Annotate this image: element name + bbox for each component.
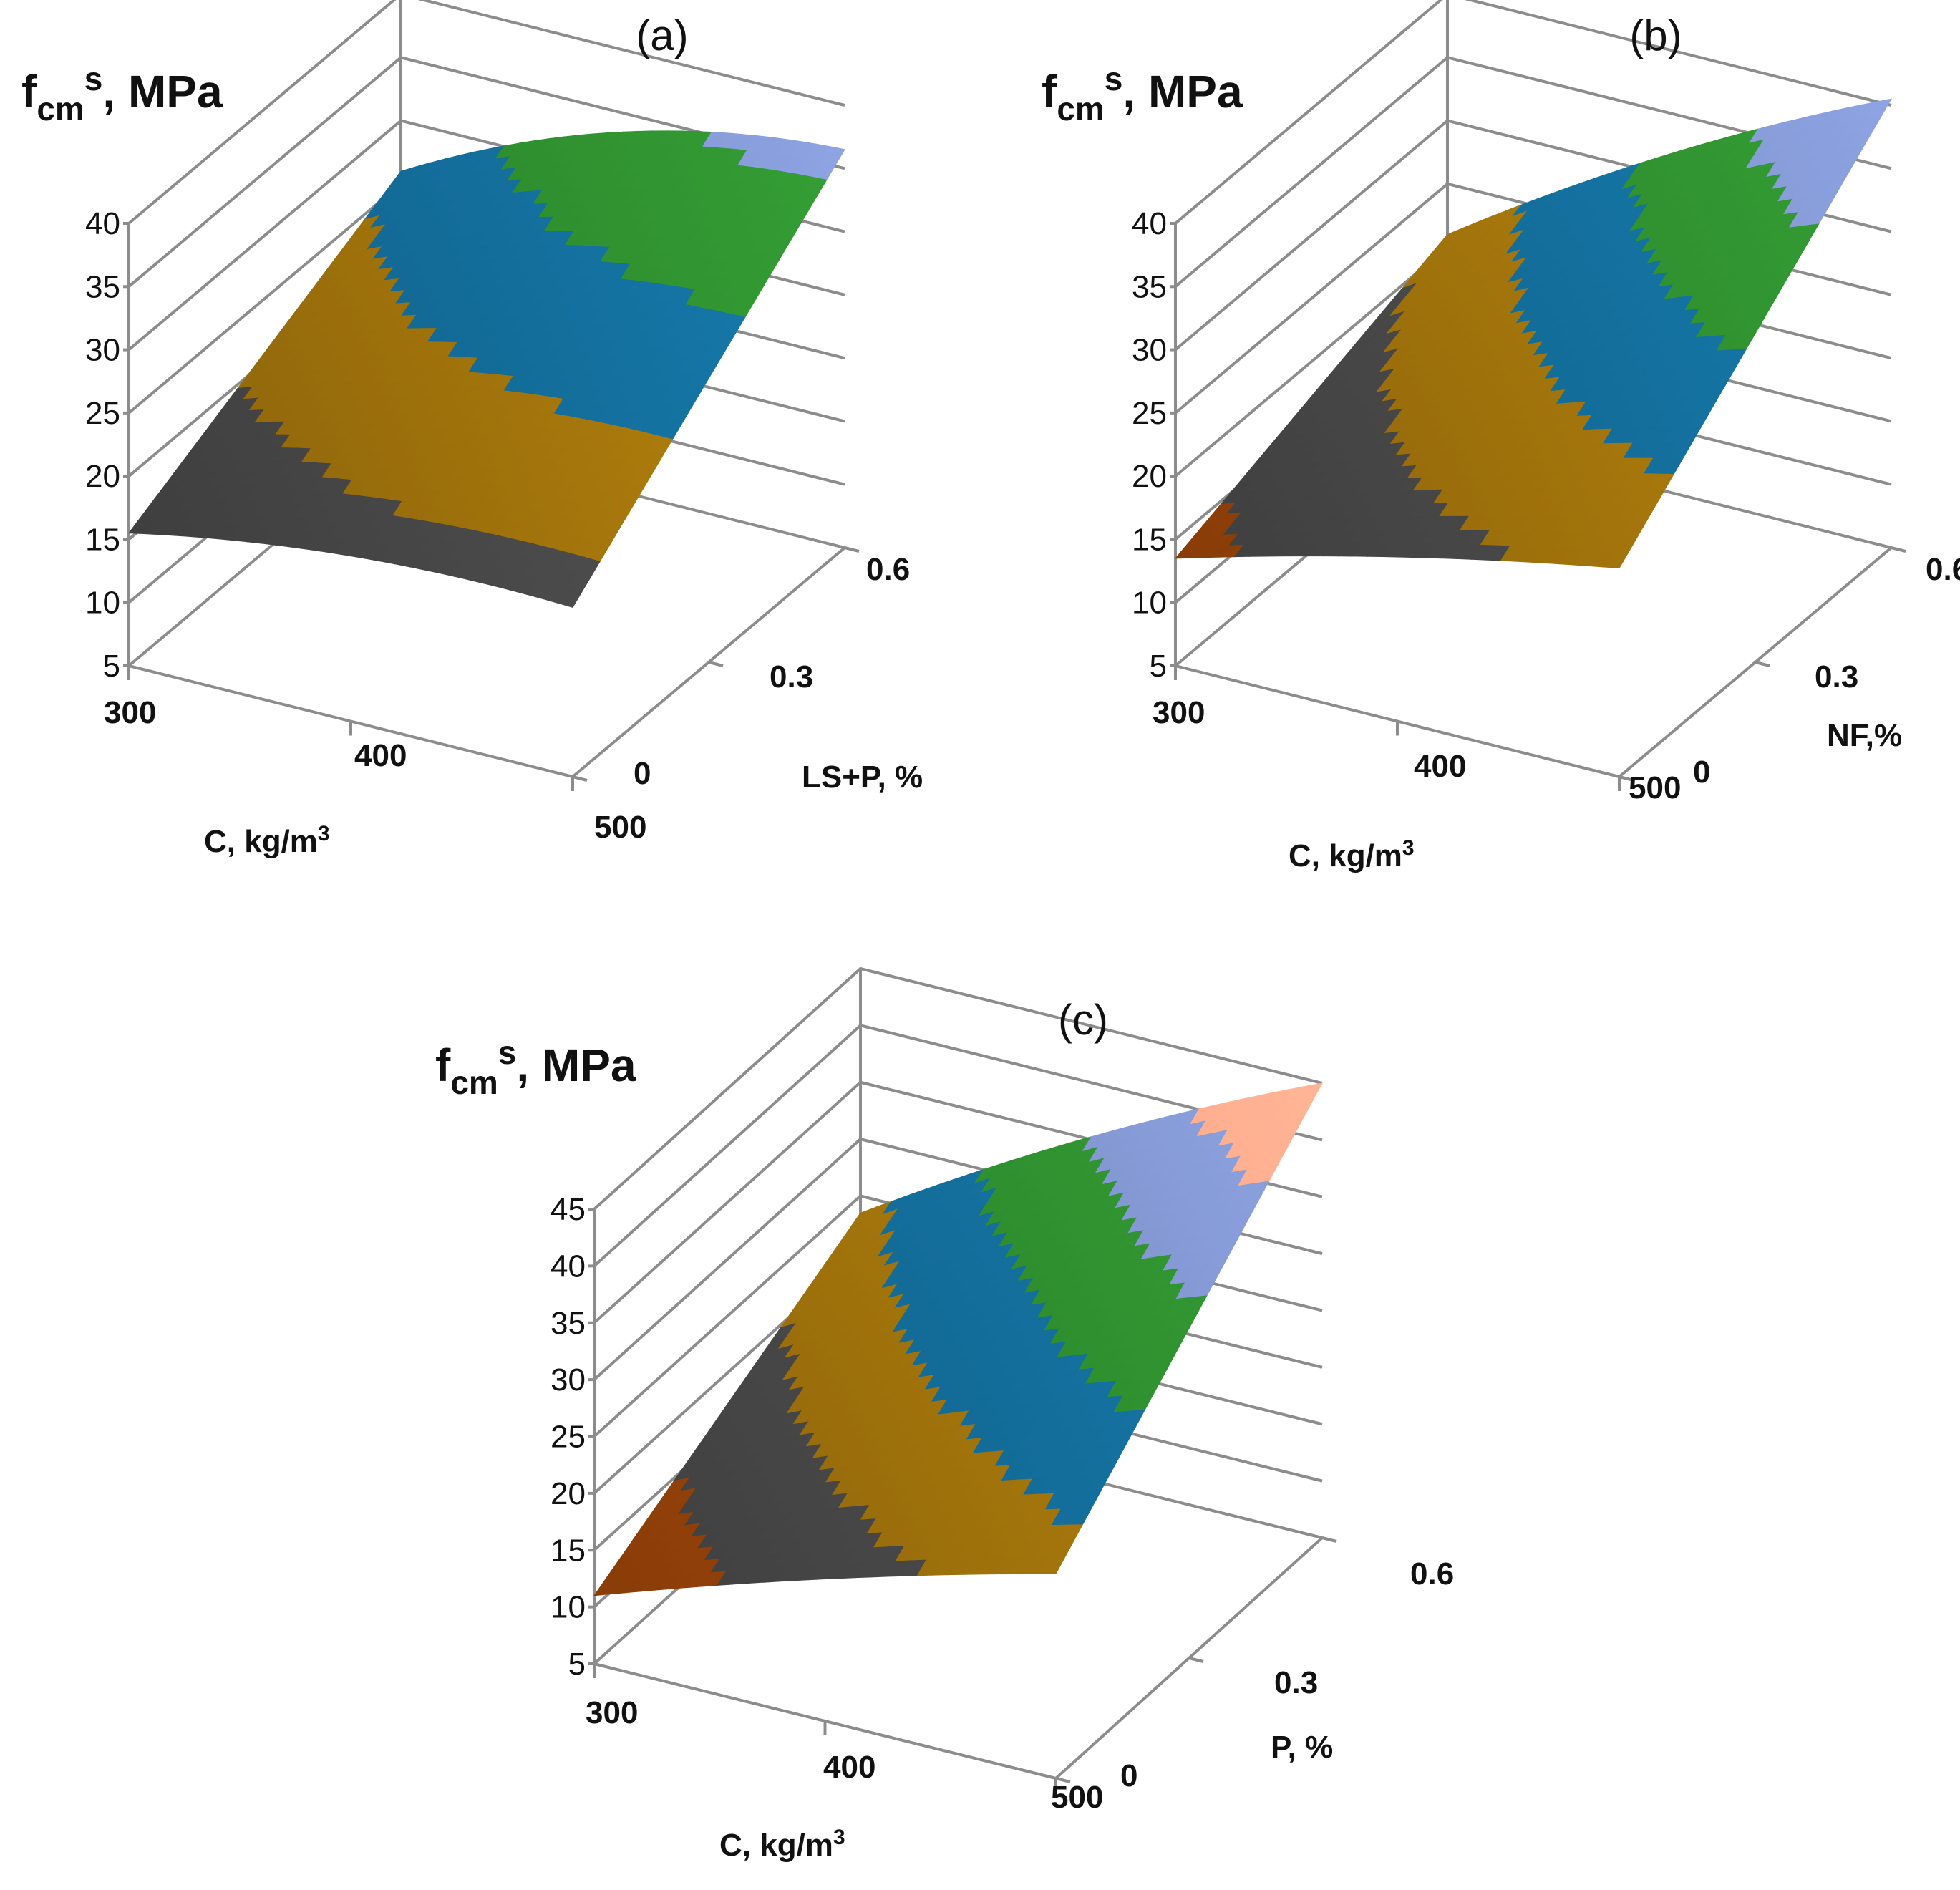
- z-tick-label: 25: [1132, 396, 1167, 431]
- z-tick-label: 10: [85, 586, 120, 621]
- chart-panel-c: 5 10 15 20 25 30 35 40 45 (c) fcms, MPa 300 400 500 0 0…: [435, 966, 1454, 1863]
- z-tick-label: 35: [85, 269, 120, 304]
- z-axis-title: fcms, MPa: [21, 60, 223, 127]
- chart-panel-a: 5 10 15 20 25 30 35 40 (a) fcms, MPa 300 400 500 0 0.3…: [21, 0, 923, 859]
- panel-letter: (b): [1629, 11, 1682, 59]
- panel-letter: (a): [636, 11, 688, 59]
- y-tick-label: 0.6: [866, 552, 910, 587]
- z-tick-label: 10: [1132, 586, 1167, 621]
- y-axis-title: LS+P, %: [802, 760, 923, 795]
- z-tick-label: 30: [85, 333, 120, 368]
- z-tick-label: 25: [85, 396, 120, 431]
- y-tick-mark: [572, 775, 588, 782]
- y-tick-mark: [1891, 546, 1906, 553]
- y-tick-label: 0.6: [1410, 1556, 1454, 1591]
- y-tick-mark: [1755, 661, 1770, 667]
- z-tick-label: 20: [550, 1476, 586, 1511]
- z-tick-label: 15: [550, 1533, 586, 1568]
- y-tick-label: 0.6: [1926, 552, 1960, 587]
- z-axis-title: fcms, MPa: [1042, 60, 1243, 127]
- z-tick-label: 30: [1132, 333, 1167, 368]
- z-tick-label: 10: [550, 1590, 586, 1625]
- surface-cell: [1604, 551, 1629, 569]
- y-tick-label: 0: [634, 756, 651, 791]
- z-tick-label: 5: [1150, 649, 1167, 684]
- surface: [1174, 98, 1892, 569]
- y-tick-mark: [1055, 1777, 1071, 1783]
- z-tick-label: 5: [103, 649, 120, 684]
- y-tick-label: 0.3: [1815, 659, 1858, 694]
- z-tick-label: 40: [550, 1249, 586, 1284]
- x-tick-label: 500: [1629, 770, 1681, 805]
- y-axis-title: NF,%: [1827, 718, 1902, 753]
- x-tick-label: 400: [823, 1750, 875, 1785]
- z-tick-label: 35: [1132, 269, 1167, 304]
- z-tick-label: 20: [1132, 459, 1167, 494]
- x-axis-title: C, kg/m3: [204, 822, 330, 859]
- z-tick-label: 25: [550, 1420, 586, 1455]
- x-axis-title: C, kg/m3: [1289, 836, 1415, 873]
- z-tick-label: 30: [550, 1362, 586, 1397]
- y-tick-label: 0.3: [1274, 1665, 1318, 1700]
- surface: [128, 130, 845, 608]
- z-tick-label: 45: [550, 1192, 586, 1227]
- x-tick-label: 300: [586, 1695, 638, 1730]
- z-tick-label: 15: [85, 522, 120, 557]
- x-tick-label: 300: [104, 695, 156, 730]
- z-tick-label: 40: [1132, 206, 1167, 241]
- x-axis-title: C, kg/m3: [719, 1826, 845, 1863]
- x-tick-label: 500: [1051, 1780, 1103, 1815]
- y-tick-mark: [844, 546, 860, 553]
- y-axis-title: P, %: [1271, 1730, 1333, 1765]
- x-tick-label: 500: [594, 810, 646, 845]
- surface: [593, 1082, 1323, 1596]
- gridline: [1174, 0, 1892, 225]
- y-tick-mark: [1188, 1657, 1204, 1663]
- x-tick-label: 400: [354, 738, 407, 773]
- panel-letter: (c): [1058, 996, 1108, 1044]
- surface-cell: [557, 587, 583, 608]
- z-tick-label: 20: [85, 459, 120, 494]
- z-tick-label: 40: [85, 206, 120, 241]
- gridline: [127, 0, 845, 225]
- y-tick-mark: [708, 661, 724, 667]
- x-tick-label: 300: [1153, 695, 1205, 730]
- chart-panel-b: 5 10 15 20 25 30 35 40 (b) fcms, MPa 300 400 500 0 0.3…: [1042, 0, 1960, 873]
- z-tick-label: 5: [568, 1647, 586, 1682]
- x-tick-label: 400: [1414, 749, 1466, 784]
- y-tick-mark: [1321, 1536, 1337, 1543]
- z-axis-title: fcms, MPa: [435, 1034, 636, 1101]
- z-tick-label: 35: [550, 1306, 586, 1341]
- y-tick-label: 0: [1120, 1758, 1137, 1793]
- y-tick-label: 0: [1693, 755, 1710, 790]
- surface-cell: [1039, 1556, 1066, 1574]
- z-tick-label: 15: [1132, 522, 1167, 557]
- y-tick-mark: [1619, 775, 1634, 782]
- y-tick-label: 0.3: [770, 659, 813, 694]
